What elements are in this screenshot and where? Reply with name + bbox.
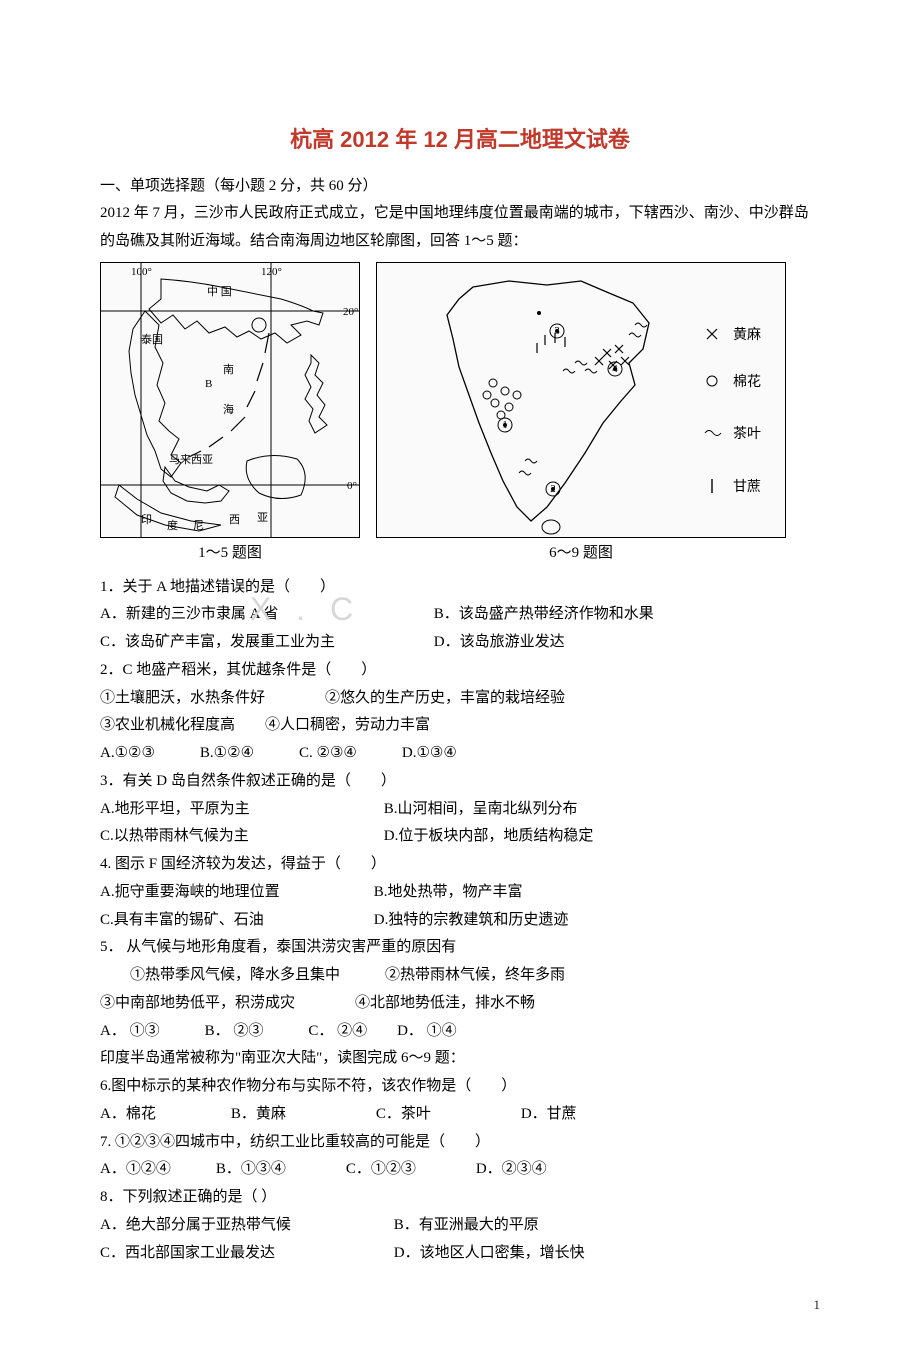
q1-row1: A．新建的三沙市隶属 A 省 B．该岛盛产热带经济作物和水果 xyxy=(100,601,820,629)
q5-stem: 5． 从气候与地形角度看，泰国洪涝灾害严重的原因有 xyxy=(100,934,820,962)
q2-stem: 2．C 地盛产稻米，其优越条件是（ ） xyxy=(100,657,820,685)
q4-d: D.独特的宗教建筑和历史遗迹 xyxy=(374,912,569,928)
q2-s1: ①土壤肥沃，水热条件好 ②悠久的生产历史，丰富的栽培经验 xyxy=(100,685,820,713)
svg-text:中 国: 中 国 xyxy=(207,285,232,298)
q1-row2: C．该岛矿产丰富，发展重工业为主 D．该岛旅游业发达 xyxy=(100,629,820,657)
diagram-captions: 1～5 题图 6～9 题图 xyxy=(100,540,820,568)
map-south-china-sea: 100° 120° 20° 0° 中 国 泰国 南 海 B xyxy=(100,262,360,538)
svg-text:茶叶: 茶叶 xyxy=(733,426,761,442)
q4-row2: C.具有丰富的锡矿、石油 D.独特的宗教建筑和历史遗迹 xyxy=(100,907,820,935)
q8-stem: 8．下列叙述正确的是（ ） xyxy=(100,1184,820,1212)
q5-s1: ①热带季风气候，降水多且集中 ②热带雨林气候，终年多雨 xyxy=(100,962,820,990)
section-1-label: 一、单项选择题（每小题 2 分，共 60 分） xyxy=(100,173,820,201)
svg-text:0°: 0° xyxy=(347,480,357,492)
q1-a: A．新建的三沙市隶属 A 省 xyxy=(100,601,430,629)
svg-text:B: B xyxy=(205,378,212,390)
q5-s2: ③中南部地势低平，积涝成灾 ④北部地势低洼，排水不畅 xyxy=(100,990,820,1018)
q4-row1: A.扼守重要海峡的地理位置 B.地处热带，物产丰富 xyxy=(100,879,820,907)
q5-opts: A． ①③ B． ②③ C． ②④ D． ①④ xyxy=(100,1018,820,1046)
q4-a: A.扼守重要海峡的地理位置 xyxy=(100,879,370,907)
q3-a: A.地形平坦，平原为主 xyxy=(100,796,380,824)
svg-text:黄麻: 黄麻 xyxy=(733,326,761,343)
svg-text:西: 西 xyxy=(229,514,240,526)
svg-text:甘蔗: 甘蔗 xyxy=(733,479,761,495)
q4-b: B.地处热带，物产丰富 xyxy=(374,884,523,900)
svg-text:度: 度 xyxy=(167,518,178,532)
q8-b: B．有亚洲最大的平原 xyxy=(394,1217,539,1233)
q6-opts: A．棉花 B．黄麻 C．茶叶 D．甘蔗 xyxy=(100,1101,820,1129)
q8-a: A．绝大部分属于亚热带气候 xyxy=(100,1212,390,1240)
q3-b: B.山河相间，呈南北纵列分布 xyxy=(384,801,578,817)
svg-text:尼: 尼 xyxy=(193,519,204,532)
map-india-crops: 1 2 3 4 黄麻 棉花 茶叶 xyxy=(376,262,786,538)
page-number: 1 xyxy=(814,1293,821,1317)
q1-stem: 1．关于 A 地描述错误的是（ ） xyxy=(100,574,820,602)
svg-text:南: 南 xyxy=(223,363,234,376)
q4-stem: 4. 图示 F 国经济较为发达，得益于（ ） xyxy=(100,851,820,879)
q8-c: C．西北部国家工业最发达 xyxy=(100,1240,390,1268)
q3-d: D.位于板块内部，地质结构稳定 xyxy=(384,828,594,844)
q6-stem: 6.图中标示的某种农作物分布与实际不符，该农作物是（ ） xyxy=(100,1073,820,1101)
svg-text:100°: 100° xyxy=(131,266,152,278)
q1-b: B．该岛盛产热带经济作物和水果 xyxy=(434,606,654,622)
svg-text:印: 印 xyxy=(141,513,152,526)
intro-1: 2012 年 7 月，三沙市人民政府正式成立，它是中国地理纬度位置最南端的城市，… xyxy=(100,200,820,256)
svg-text:海: 海 xyxy=(223,402,234,416)
q7-stem: 7. ①②③④四城市中，纺织工业比重较高的可能是（ ） xyxy=(100,1129,820,1157)
q4-c: C.具有丰富的锡矿、石油 xyxy=(100,907,370,935)
q3-row1: A.地形平坦，平原为主 B.山河相间，呈南北纵列分布 xyxy=(100,796,820,824)
svg-text:亚: 亚 xyxy=(257,512,268,524)
exam-title: 杭高 2012 年 12 月高二地理文试卷 xyxy=(100,120,820,161)
q8-row1: A．绝大部分属于亚热带气候 B．有亚洲最大的平原 xyxy=(100,1212,820,1240)
caption-b: 6～9 题图 xyxy=(376,540,786,568)
svg-text:棉花: 棉花 xyxy=(733,373,761,390)
q8-d: D．该地区人口密集，增长快 xyxy=(394,1245,585,1261)
q2-opts: A.①②③ B.①②④ C. ②③④ D.①③④ xyxy=(100,740,820,768)
diagram-row: 100° 120° 20° 0° 中 国 泰国 南 海 B xyxy=(100,262,820,538)
svg-text:泰国: 泰国 xyxy=(141,332,163,346)
q2-s2: ③农业机械化程度高 ④人口稠密，劳动力丰富 xyxy=(100,712,820,740)
q1-c: C．该岛矿产丰富，发展重工业为主 xyxy=(100,629,430,657)
svg-text:20°: 20° xyxy=(343,306,358,318)
q8-row2: C．西北部国家工业最发达 D．该地区人口密集，增长快 xyxy=(100,1240,820,1268)
q1-d: D．该岛旅游业发达 xyxy=(434,634,565,650)
q3-stem: 3．有关 D 岛自然条件叙述正确的是（ ） xyxy=(100,768,820,796)
q3-row2: C.以热带雨林气候为主 D.位于板块内部，地质结构稳定 xyxy=(100,823,820,851)
svg-text:马来西亚: 马来西亚 xyxy=(169,453,213,466)
intro-2: 印度半岛通常被称为"南亚次大陆"，读图完成 6～9 题： xyxy=(100,1045,820,1073)
q7-opts: A．①②④ B．①③④ C．①②③ D．②③④ xyxy=(100,1156,820,1184)
caption-a: 1～5 题图 xyxy=(100,540,360,568)
q3-c: C.以热带雨林气候为主 xyxy=(100,823,380,851)
svg-text:120°: 120° xyxy=(261,266,282,278)
